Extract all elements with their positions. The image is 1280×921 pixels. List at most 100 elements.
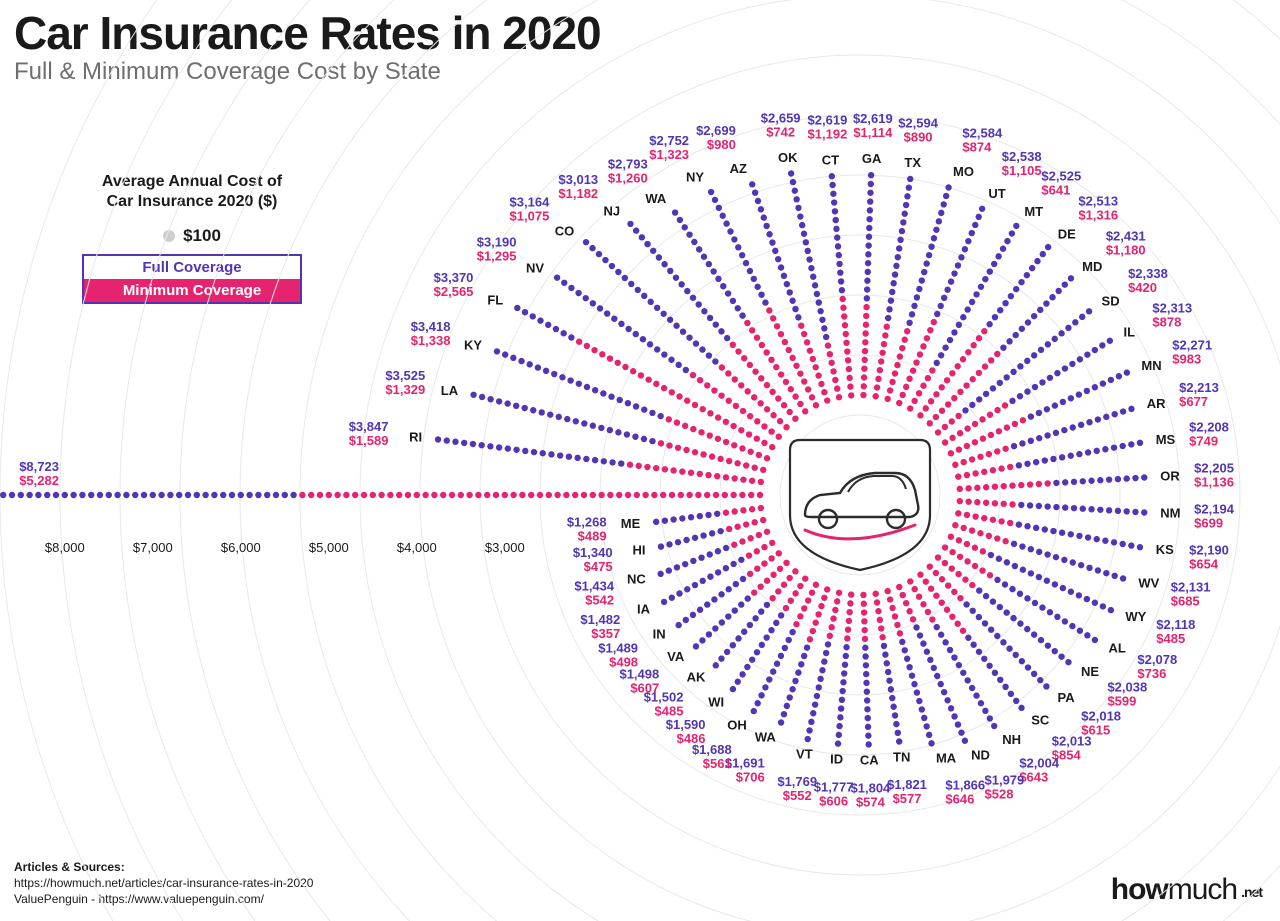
data-dot — [907, 405, 913, 411]
data-dot — [775, 395, 781, 401]
data-dot — [726, 586, 732, 592]
state-label: AZ — [730, 161, 747, 176]
data-dot — [1071, 505, 1077, 511]
data-dot — [1033, 525, 1039, 531]
data-dot — [921, 715, 927, 721]
data-dot — [559, 374, 565, 380]
ruler-tick: $5,000 — [309, 540, 349, 555]
data-dot — [744, 664, 750, 670]
data-dot — [1103, 570, 1109, 576]
value-label: $2,190$654 — [1189, 542, 1229, 571]
data-dot — [733, 403, 739, 409]
data-dot — [660, 492, 666, 498]
data-dot — [981, 328, 987, 334]
data-dot — [680, 328, 686, 334]
data-dot — [535, 364, 541, 370]
data-dot — [745, 595, 751, 601]
data-dot — [808, 265, 814, 271]
svg-text:$1,979: $1,979 — [985, 773, 1025, 788]
data-dot — [786, 637, 792, 643]
data-dot — [978, 700, 984, 706]
data-dot — [818, 381, 824, 387]
data-dot — [863, 680, 869, 686]
data-dot — [890, 704, 896, 710]
data-dot — [502, 492, 508, 498]
data-dot — [668, 357, 674, 363]
data-dot — [832, 607, 838, 613]
data-dot — [615, 429, 621, 435]
data-dot — [1045, 642, 1051, 648]
data-dot — [864, 697, 870, 703]
svg-text:$2,194: $2,194 — [1194, 502, 1235, 517]
data-dot — [835, 740, 841, 746]
state-label: IA — [637, 602, 651, 617]
data-dot — [625, 492, 631, 498]
data-dot — [1132, 475, 1138, 481]
value-label: $2,659$742 — [761, 111, 801, 140]
data-dot — [805, 248, 811, 254]
data-dot — [1119, 443, 1125, 449]
data-dot — [828, 360, 834, 366]
data-dot — [942, 544, 948, 550]
data-dot — [927, 563, 933, 569]
data-dot — [690, 612, 696, 618]
state-label: WV — [1138, 575, 1159, 590]
data-dot — [805, 597, 811, 603]
state-label: TX — [904, 155, 921, 170]
data-dot — [628, 281, 634, 287]
data-dot — [992, 483, 998, 489]
data-dot — [812, 620, 818, 626]
data-dot — [821, 389, 827, 395]
value-label: $3,164$1,075 — [510, 194, 551, 223]
data-dot — [978, 284, 984, 290]
data-dot — [964, 541, 970, 547]
data-dot — [744, 320, 750, 326]
data-dot — [730, 298, 736, 304]
svg-text:$2,594: $2,594 — [898, 116, 939, 131]
data-dot — [1084, 388, 1090, 394]
data-dot — [1036, 574, 1042, 580]
data-dot — [690, 426, 696, 432]
data-dot — [1011, 541, 1017, 547]
data-dot — [1017, 620, 1023, 626]
data-dot — [599, 351, 605, 357]
data-dot — [931, 665, 937, 671]
data-dot — [861, 609, 867, 615]
data-dot — [781, 402, 787, 408]
data-dot — [770, 315, 776, 321]
data-dot — [812, 364, 818, 370]
data-dot — [798, 661, 804, 667]
data-dot — [747, 362, 753, 368]
data-dot — [983, 593, 989, 599]
data-dot — [760, 467, 766, 473]
data-dot — [1024, 358, 1030, 364]
data-dot — [739, 445, 745, 451]
data-dot — [955, 262, 961, 268]
data-dot — [863, 662, 869, 668]
data-dot — [583, 295, 589, 301]
svg-text:$2,584: $2,584 — [962, 125, 1003, 140]
data-dot — [784, 703, 790, 709]
data-dot — [449, 492, 455, 498]
data-dot — [714, 511, 720, 517]
data-dot — [939, 576, 945, 582]
data-dot — [797, 613, 803, 619]
data-dot — [804, 644, 810, 650]
data-dot — [758, 375, 764, 381]
data-dot — [813, 582, 819, 588]
value-label: $2,213$677 — [1179, 380, 1219, 409]
data-dot — [889, 379, 895, 385]
data-dot — [836, 732, 842, 738]
data-dot — [982, 363, 988, 369]
data-dot — [707, 573, 713, 579]
data-dot — [740, 408, 746, 414]
data-dot — [917, 571, 923, 577]
data-dot — [575, 290, 581, 296]
data-dot — [784, 281, 790, 287]
value-label: $2,793$1,260 — [608, 157, 648, 186]
svg-text:$3,190: $3,190 — [477, 234, 517, 249]
data-dot — [789, 629, 795, 635]
data-dot — [1044, 503, 1050, 509]
data-dot — [987, 412, 993, 418]
value-label: $2,208$749 — [1189, 420, 1229, 449]
